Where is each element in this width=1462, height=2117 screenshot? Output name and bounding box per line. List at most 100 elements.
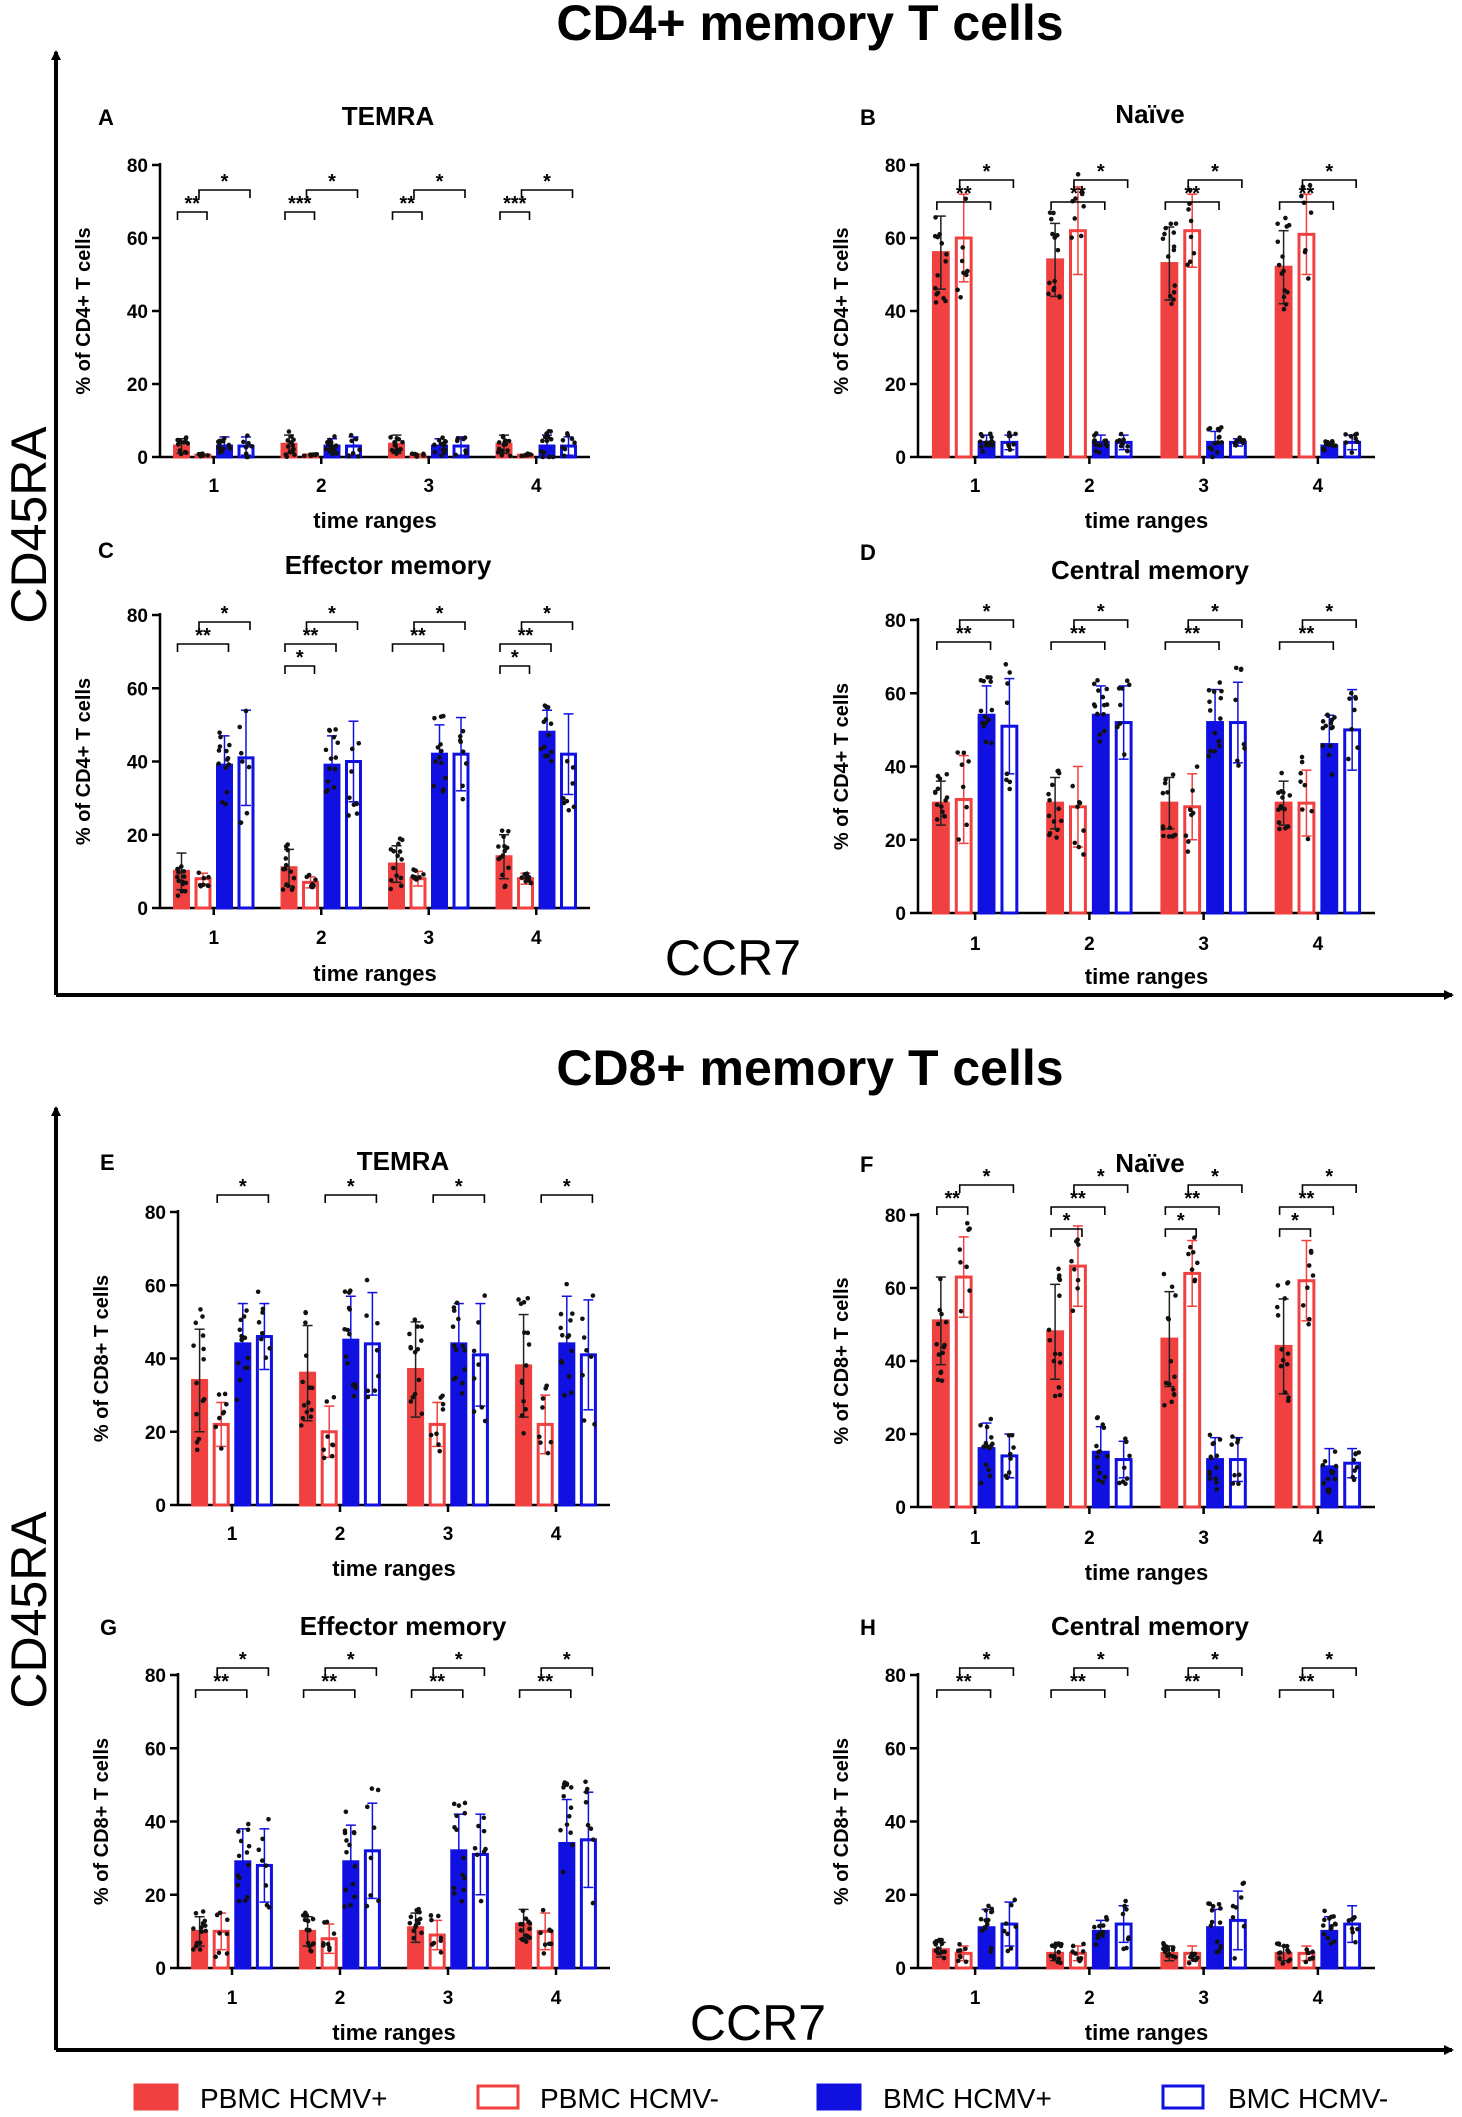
panel-d: D Central memory 0 20 40 60 80 % of CD4+ T cell…	[831, 540, 1375, 989]
significance-bracket	[1164, 201, 1220, 210]
data-point	[1206, 1901, 1211, 1906]
data-point	[235, 1873, 241, 1878]
significance-label: **	[410, 625, 426, 647]
data-point	[1162, 231, 1167, 237]
data-point	[1186, 1251, 1191, 1257]
data-point	[280, 887, 286, 892]
data-point	[1285, 1351, 1291, 1357]
data-point	[342, 1904, 347, 1909]
data-point	[343, 1887, 348, 1893]
data-point	[585, 1822, 591, 1828]
data-point	[1353, 694, 1358, 700]
data-point	[1187, 1244, 1193, 1250]
data-point	[544, 431, 549, 436]
data-point	[454, 1813, 459, 1819]
data-point	[540, 454, 546, 460]
data-point	[1332, 1449, 1338, 1454]
data-point	[1353, 1939, 1358, 1945]
data-point	[581, 1418, 587, 1423]
data-point	[245, 454, 251, 460]
significance-bracket	[958, 1667, 1015, 1676]
data-point	[1229, 1442, 1234, 1447]
data-point	[1117, 1480, 1122, 1486]
significance-bracket	[198, 189, 251, 198]
data-point	[437, 1448, 442, 1454]
x-tick-label: 4	[531, 928, 542, 949]
data-point	[957, 1941, 962, 1947]
data-point	[396, 841, 401, 847]
significance-bracket	[499, 211, 531, 220]
data-point	[1072, 840, 1078, 846]
significance-bracket	[284, 643, 337, 652]
data-point	[1218, 1945, 1224, 1951]
data-point	[1234, 438, 1239, 444]
data-point	[325, 779, 331, 784]
data-point	[288, 869, 294, 874]
data-point	[335, 740, 341, 746]
data-point	[332, 434, 337, 439]
data-point	[1092, 438, 1097, 443]
data-point	[500, 853, 506, 858]
x-tick-label: 2	[1084, 1988, 1095, 2009]
data-point	[347, 795, 352, 801]
y-tick-label: 0	[137, 899, 148, 920]
data-point	[1282, 288, 1287, 293]
data-point	[349, 746, 355, 752]
x-axis-label: time ranges	[1085, 508, 1209, 533]
data-point	[1059, 1941, 1064, 1947]
data-point	[935, 290, 941, 296]
data-point	[943, 1319, 949, 1325]
data-point	[1329, 1924, 1334, 1929]
data-point	[523, 1916, 529, 1921]
x-tick-label: 2	[316, 476, 327, 497]
data-point	[1346, 1918, 1352, 1923]
data-point	[1207, 426, 1213, 431]
data-point	[1236, 763, 1241, 768]
x-tick-label: 4	[551, 1988, 562, 2009]
data-point	[388, 886, 394, 892]
data-point	[284, 454, 290, 460]
y-axis-label: % of CD8+ T cells	[91, 1738, 113, 1905]
significance-bracket	[176, 643, 230, 652]
data-point	[1320, 1462, 1326, 1468]
data-point	[1171, 230, 1177, 235]
data-point	[590, 1293, 596, 1298]
data-point	[590, 1900, 596, 1906]
data-point	[1303, 1959, 1309, 1965]
data-point	[1161, 833, 1166, 839]
data-point	[343, 1354, 349, 1359]
data-point	[546, 732, 551, 738]
data-point	[431, 442, 437, 448]
data-point	[988, 1435, 994, 1440]
data-point	[435, 1913, 441, 1919]
data-point	[523, 879, 529, 884]
data-point	[334, 451, 340, 456]
data-point	[501, 834, 506, 840]
data-point	[1230, 1481, 1236, 1486]
data-point	[1305, 1285, 1310, 1290]
data-point	[331, 1931, 337, 1936]
data-point	[1281, 790, 1286, 795]
data-point	[566, 1813, 572, 1819]
data-point	[1096, 688, 1101, 693]
data-point	[246, 1843, 252, 1849]
data-point	[238, 1317, 244, 1323]
data-point	[450, 1324, 456, 1330]
data-point	[1052, 278, 1057, 284]
data-point	[413, 1922, 419, 1928]
data-point	[1072, 1267, 1077, 1272]
data-point	[236, 1898, 242, 1904]
data-point	[1101, 711, 1106, 717]
data-point	[1119, 686, 1125, 691]
data-point	[235, 1882, 241, 1888]
data-point	[357, 447, 362, 453]
data-point	[1330, 724, 1335, 730]
panel-title: Naïve	[1115, 1148, 1184, 1178]
data-point	[960, 245, 966, 250]
data-point	[471, 1348, 477, 1354]
data-point	[545, 753, 550, 759]
y-tick-label: 20	[127, 375, 148, 396]
data-point	[234, 1397, 240, 1403]
data-point	[1173, 832, 1178, 838]
data-point	[372, 1388, 378, 1393]
